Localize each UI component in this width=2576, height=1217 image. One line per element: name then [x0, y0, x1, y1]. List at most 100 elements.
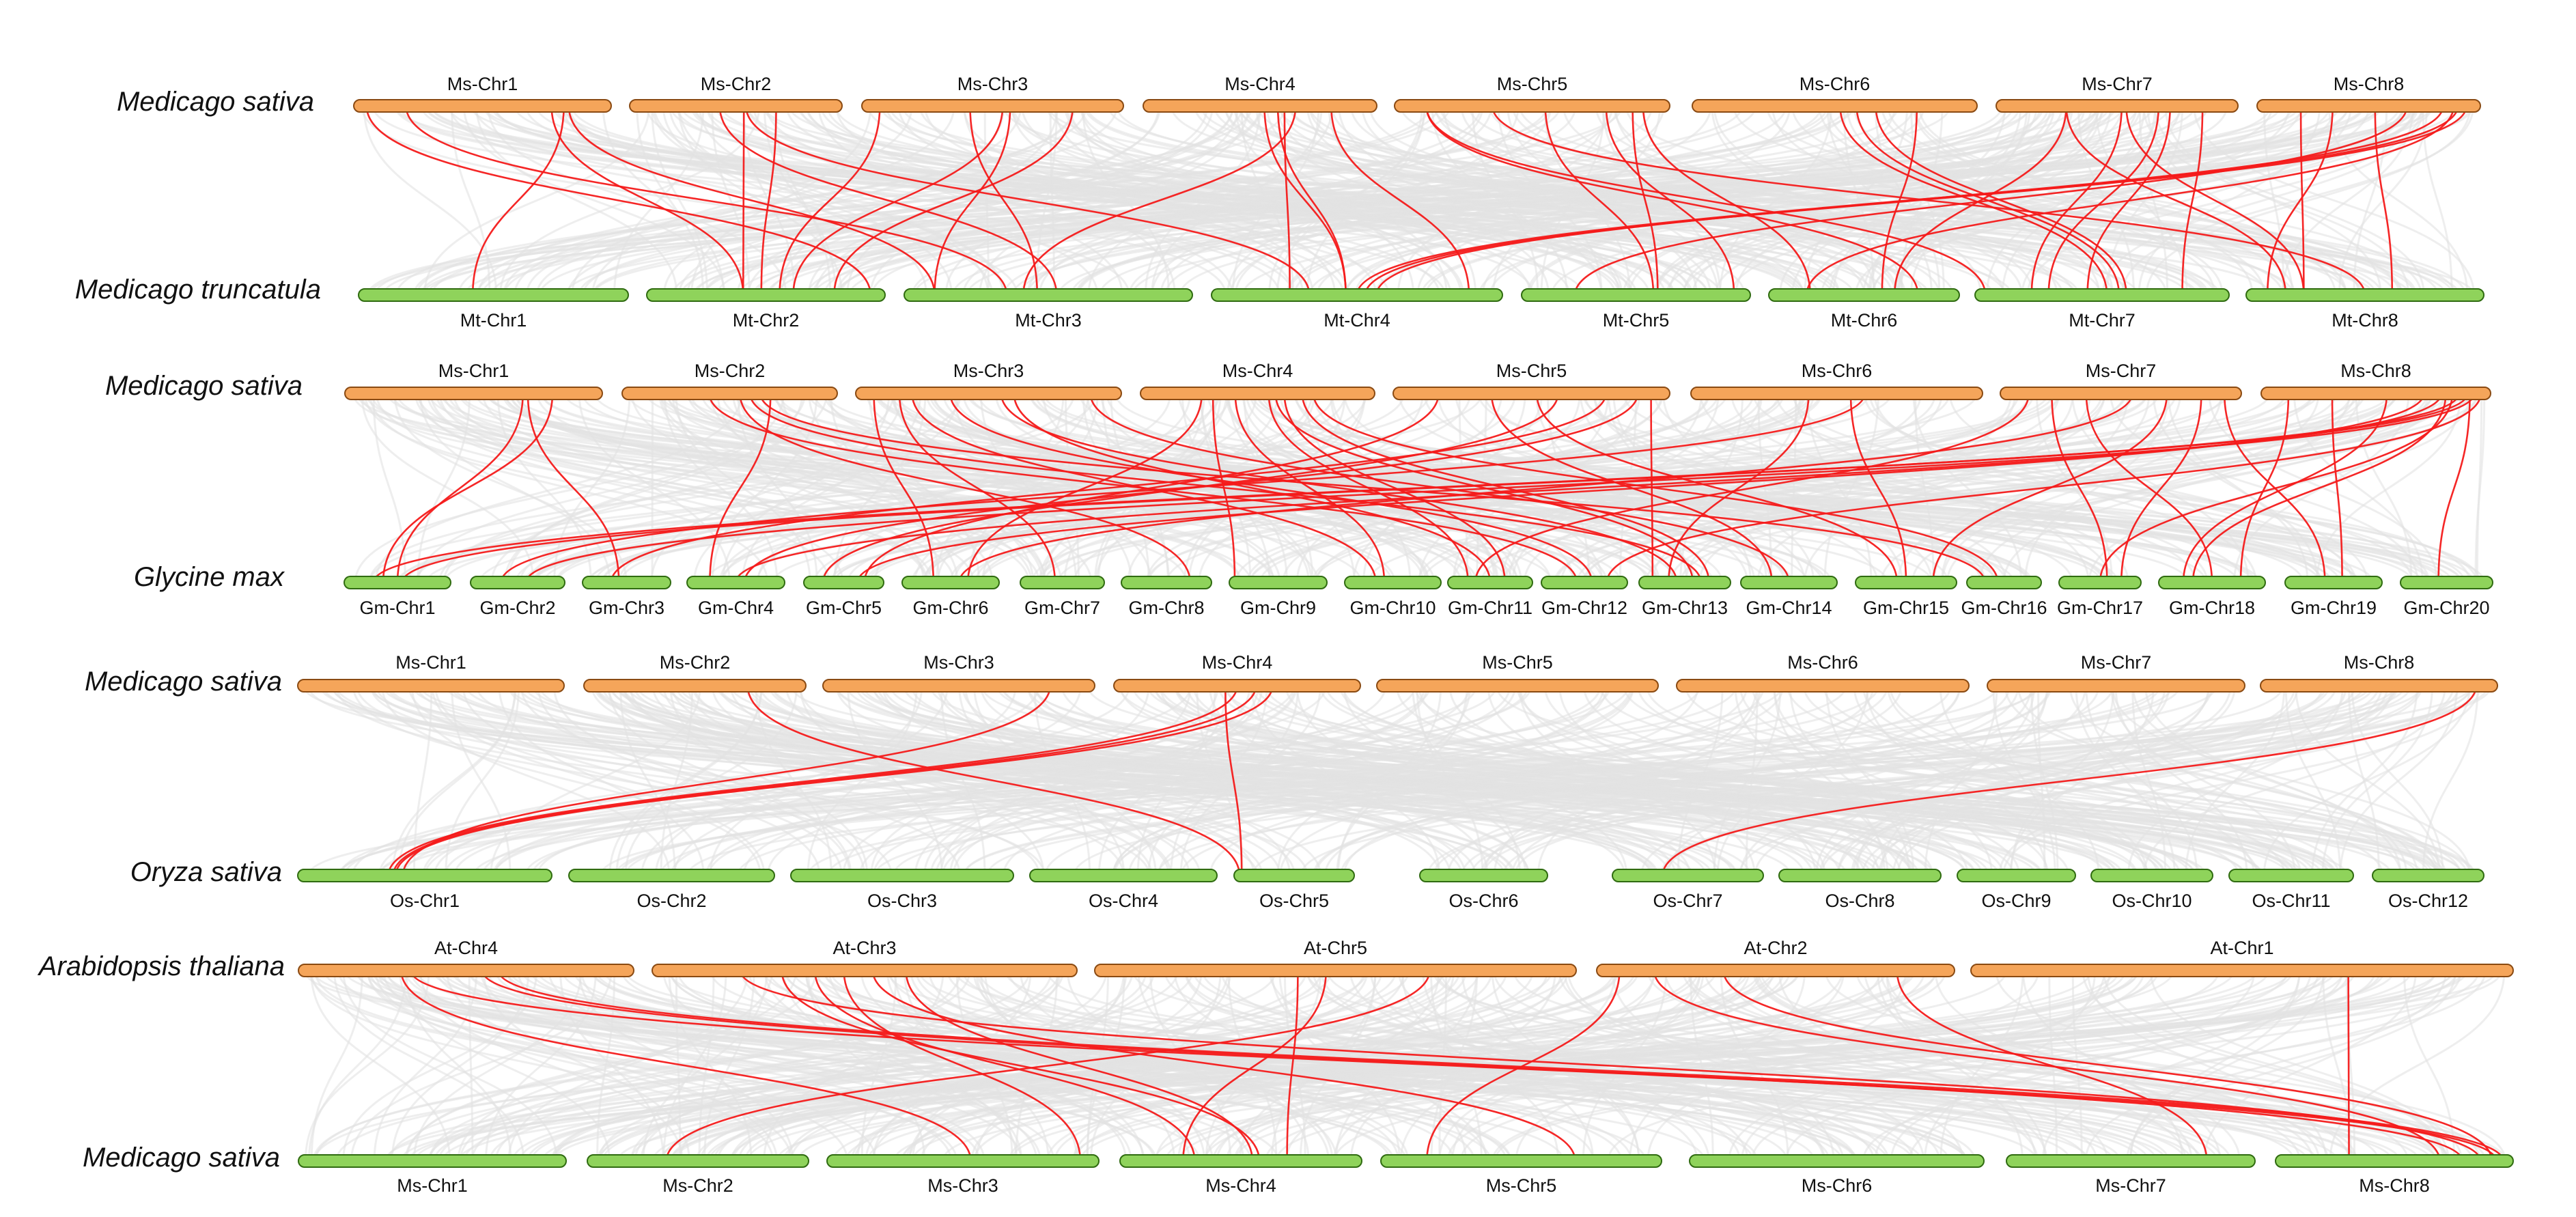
background-link: [940, 685, 986, 876]
bottom-chromosome-ms-chr8-label: Ms-Chr8: [2359, 1175, 2430, 1196]
background-link: [1896, 105, 2112, 296]
highlighted-link: [949, 393, 1593, 583]
highlighted-link: [1425, 105, 1919, 296]
background-link: [1719, 105, 1833, 296]
top-chromosome-at-chr4: [298, 964, 634, 977]
background-link: [381, 685, 761, 876]
bottom-chromosome-gm-chr17-label: Gm-Chr17: [2057, 598, 2143, 618]
background-link: [755, 685, 832, 876]
bottom-chromosome-gm-chr16: [1966, 576, 2042, 589]
background-link: [1314, 685, 2052, 876]
background-link: [1647, 970, 1907, 1162]
highlighted-link: [400, 970, 972, 1162]
bottom-chromosome-ms-chr6: [1689, 1154, 1985, 1168]
bottom-chromosome-os-chr12: [2372, 869, 2484, 882]
bottom-chromosome-ms-chr2-label: Ms-Chr2: [662, 1175, 733, 1196]
top-chromosome-ms-chr2-label: Ms-Chr2: [660, 652, 731, 673]
bottom-chromosome-mt-chr1-label: Mt-Chr1: [460, 310, 527, 331]
highlighted-link: [2239, 393, 2290, 583]
background-links: [303, 685, 2492, 876]
background-link: [368, 393, 1483, 583]
highlighted-link: [405, 105, 1008, 296]
background-link: [486, 970, 1512, 1162]
highlighted-link: [2125, 105, 2305, 296]
background-link: [1924, 970, 2097, 1162]
background-link: [790, 970, 1468, 1162]
background-link: [310, 970, 774, 1162]
background-link: [423, 105, 650, 296]
background-link: [1856, 970, 2448, 1162]
background-link: [845, 685, 2260, 876]
highlighted-link: [1474, 393, 2030, 583]
highlighted-link: [856, 393, 2425, 583]
bottom-chromosome-gm-chr1: [344, 576, 451, 589]
background-link: [1870, 685, 2389, 876]
bottom-chromosome-gm-chr13-label: Gm-Chr13: [1642, 598, 1728, 618]
top-chromosome-at-chr4-label: At-Chr4: [434, 938, 498, 958]
top-chromosome-ms-chr2-label: Ms-Chr2: [701, 74, 772, 94]
bottom-chromosome-os-chr4-label: Os-Chr4: [1089, 891, 1158, 911]
highlighted-link: [1182, 970, 1327, 1162]
background-link: [671, 685, 1281, 876]
background-link: [1651, 393, 2012, 583]
background-link: [1759, 970, 2482, 1162]
bottom-chromosome-mt-chr8: [2245, 288, 2484, 302]
highlighted-link: [2065, 105, 2287, 296]
background-link: [1660, 685, 2423, 876]
bottom-chromosome-os-chr12-label: Os-Chr12: [2388, 891, 2468, 911]
background-link: [350, 970, 613, 1162]
bottom-chromosome-ms-chr7-label: Ms-Chr7: [2095, 1175, 2166, 1196]
bottom-species-label: Medicago sativa: [83, 1143, 280, 1173]
background-link: [1940, 393, 2129, 583]
background-link: [1818, 105, 2216, 296]
background-link: [798, 685, 1322, 876]
background-link: [1752, 393, 2471, 583]
highlighted-link: [779, 105, 881, 296]
background-link: [1128, 685, 1635, 876]
highlighted-link: [1606, 393, 2482, 583]
background-link: [537, 685, 851, 876]
bottom-chromosome-os-chr7-label: Os-Chr7: [1653, 891, 1722, 911]
highlighted-link: [911, 393, 1377, 583]
bottom-chromosome-mt-chr5-label: Mt-Chr5: [1603, 310, 1670, 331]
highlighted-link: [1283, 105, 1291, 296]
background-link: [1325, 685, 2295, 876]
bottom-chromosome-gm-chr1-label: Gm-Chr1: [359, 598, 435, 618]
highlighted-link: [871, 970, 1576, 1162]
background-link: [1471, 105, 1539, 296]
highlighted-link: [1849, 393, 1907, 583]
background-link: [344, 970, 2433, 1162]
highlighted-link: [481, 970, 2463, 1162]
highlighted-link: [382, 393, 554, 583]
panel-at-vs-ms: At-Chr4 At-Chr3 At-Chr5 At-Chr2 At-Chr1 Ms-Ch…: [38, 938, 2514, 1196]
bottom-chromosome-gm-chr12-label: Gm-Chr12: [1541, 598, 1627, 618]
background-link: [412, 105, 1440, 296]
top-chromosome-ms-chr2: [621, 387, 838, 400]
top-chromosome-ms-chr8: [2260, 679, 2498, 693]
background-link: [1523, 393, 1943, 583]
bottom-chromosome-os-chr6: [1419, 869, 1548, 882]
background-link: [871, 105, 1787, 296]
top-chromosome-at-chr1-label: At-Chr1: [2210, 938, 2273, 958]
bottom-chromosome-os-chr8: [1778, 869, 1942, 882]
bottom-chromosome-gm-chr13: [1638, 576, 1731, 589]
background-link: [742, 685, 1296, 876]
highlighted-link: [2299, 105, 2305, 296]
background-link: [342, 970, 558, 1162]
background-link: [591, 685, 1308, 876]
top-chromosome-ms-chr6-label: Ms-Chr6: [1802, 361, 1873, 381]
highlighted-link: [1605, 105, 1735, 296]
background-link: [443, 393, 962, 583]
background-link: [1192, 970, 2224, 1162]
bottom-chromosome-gm-chr10: [1344, 576, 1442, 589]
background-link: [2348, 685, 2380, 876]
background-link: [1075, 105, 2045, 296]
bottom-chromosome-os-chr9-label: Os-Chr9: [1981, 891, 2051, 911]
background-link: [2329, 970, 2506, 1162]
background-link: [354, 393, 806, 583]
highlighted-link: [1893, 105, 2067, 296]
background-link: [1535, 393, 1688, 583]
highlighted-link: [1632, 105, 1659, 296]
top-chromosome-ms-chr3-label: Ms-Chr3: [957, 74, 1028, 94]
background-link: [352, 685, 1192, 876]
